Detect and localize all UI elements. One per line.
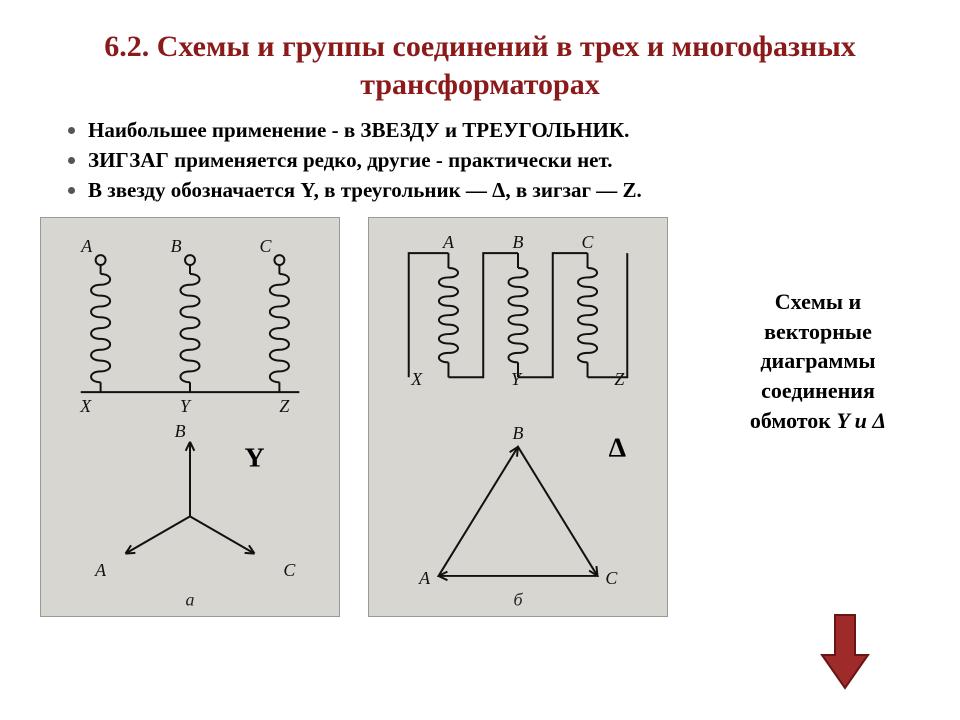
svg-text:X: X: [410, 369, 423, 389]
svg-text:X: X: [79, 396, 92, 416]
svg-text:Δ: Δ: [609, 433, 626, 464]
svg-text:A: A: [442, 232, 454, 252]
bullet-item: В звезду обозначается Y, в треугольник —…: [88, 177, 920, 203]
page-title: 6.2. Схемы и группы соединений в трех и …: [0, 0, 960, 113]
svg-text:Z: Z: [279, 396, 290, 416]
svg-text:B: B: [513, 232, 524, 252]
caption-line: обмоток Y и Δ: [696, 406, 940, 436]
svg-text:C: C: [582, 232, 595, 252]
svg-text:б: б: [514, 590, 524, 610]
svg-text:C: C: [283, 560, 296, 580]
down-arrow-icon: [820, 610, 870, 690]
svg-text:B: B: [171, 236, 182, 256]
figure-caption: Схемы и векторные диаграммы соединения о…: [696, 217, 940, 435]
bullet-list: Наибольшее применение - в ЗВЕЗДУ и ТРЕУГ…: [0, 117, 960, 203]
svg-text:C: C: [260, 236, 273, 256]
svg-text:Y: Y: [245, 443, 265, 474]
bullet-item: Наибольшее применение - в ЗВЕЗДУ и ТРЕУГ…: [88, 117, 920, 143]
svg-text:A: A: [94, 560, 106, 580]
svg-text:A: A: [80, 236, 92, 256]
svg-text:C: C: [605, 568, 618, 588]
svg-text:а: а: [186, 590, 195, 610]
caption-line: Схемы и: [696, 287, 940, 317]
svg-text:Z: Z: [614, 369, 625, 389]
svg-text:B: B: [513, 423, 524, 443]
caption-line: векторные: [696, 317, 940, 347]
svg-text:B: B: [175, 421, 186, 441]
svg-text:A: A: [418, 568, 430, 588]
caption-line: диаграммы: [696, 346, 940, 376]
bullet-item: ЗИГЗАГ применяется редко, другие - практ…: [88, 147, 920, 173]
figure-star-y: ABCXYZABCYа: [40, 217, 340, 617]
caption-line: соединения: [696, 376, 940, 406]
figure-delta: ABCXYZABCΔб: [368, 217, 668, 617]
